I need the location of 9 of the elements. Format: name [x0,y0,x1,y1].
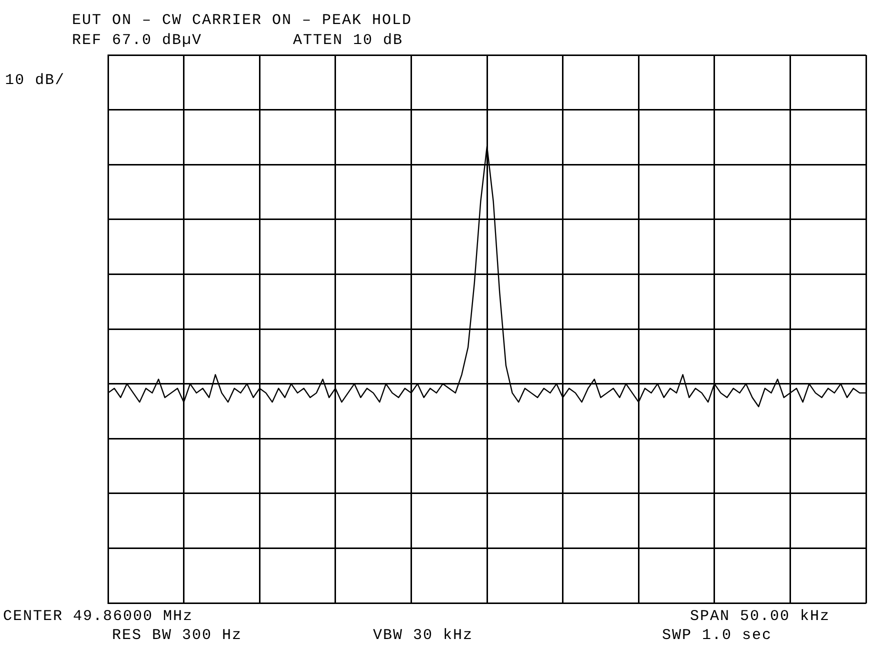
text: CENTER 49.86000 MHz [3,608,194,625]
text: ATTEN 10 dB [293,32,404,49]
text: VBW 30 kHz [373,627,474,644]
text: RES BW 300 Hz [112,627,242,644]
text: REF 67.0 dBµV [72,32,202,49]
chart-title: EUT ON – CW CARRIER ON – PEAK HOLD [72,12,412,29]
text: SPAN 50.00 kHz [690,608,830,625]
text: 10 dB/ [5,72,66,89]
text: SWP 1.0 sec [662,627,772,644]
